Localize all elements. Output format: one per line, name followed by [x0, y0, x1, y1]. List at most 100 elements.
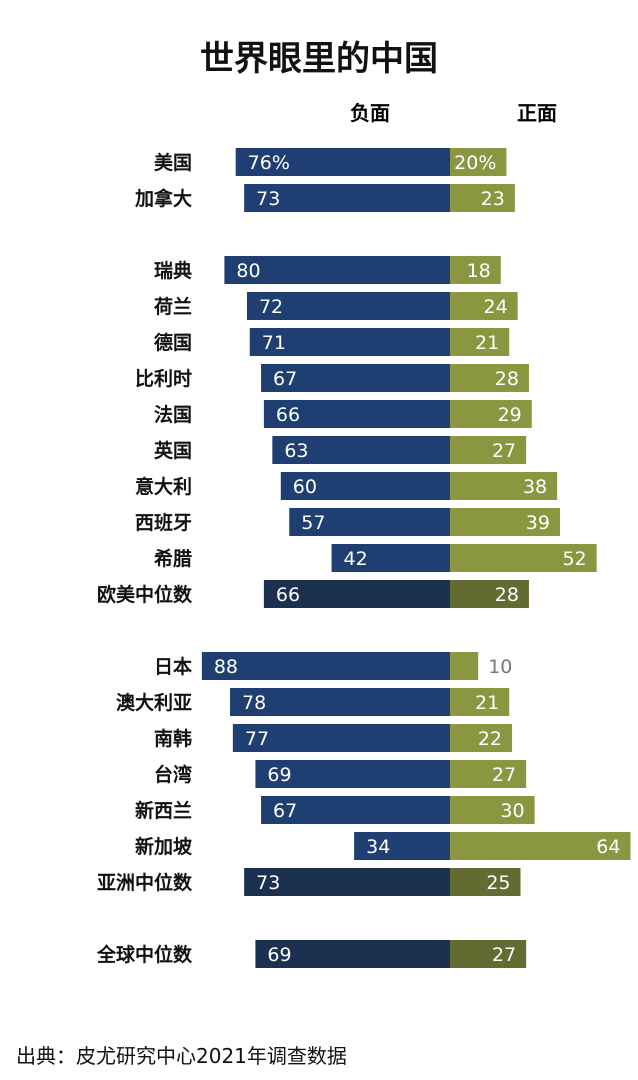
bar-negative: [224, 256, 450, 284]
bar-positive: [450, 508, 560, 536]
value-label-negative: 71: [262, 332, 286, 354]
value-label-negative: 88: [214, 656, 238, 678]
value-label-negative: 67: [273, 368, 297, 390]
table-row: 台湾 69 27: [154, 760, 527, 788]
country-label: 新加坡: [135, 835, 193, 858]
table-row: 西班牙 57 39: [135, 508, 560, 536]
value-label-positive: 18: [467, 260, 491, 282]
bar-positive: [450, 580, 529, 608]
bar-positive: [450, 256, 501, 284]
header-positive: 正面: [517, 101, 557, 125]
bar-positive: [450, 940, 527, 968]
value-label-positive: 10: [488, 656, 512, 678]
value-label-negative: 57: [301, 512, 325, 534]
bar-positive: [450, 760, 527, 788]
value-label-positive: 21: [475, 692, 499, 714]
value-label-negative: 63: [284, 440, 308, 462]
bar-negative: [272, 436, 450, 464]
bar-negative: [289, 508, 450, 536]
bar-positive: [450, 868, 521, 896]
value-label-positive: 30: [500, 800, 524, 822]
value-label-negative: 66: [276, 404, 300, 426]
value-label-positive: 27: [492, 944, 516, 966]
country-label: 新西兰: [135, 799, 192, 822]
bar-negative: [261, 364, 450, 392]
bar-positive: [450, 148, 507, 176]
bar-negative: [244, 184, 450, 212]
table-row: 法国 66 29: [154, 400, 532, 428]
bar-negative: [263, 400, 450, 428]
country-label: 意大利: [135, 475, 192, 498]
bar-negative: [263, 580, 450, 608]
country-label: 瑞典: [154, 259, 192, 282]
value-label-positive: 21: [475, 332, 499, 354]
country-label: 荷兰: [154, 295, 192, 318]
value-label-negative: 60: [293, 476, 317, 498]
bar-negative: [255, 760, 450, 788]
bar-negative: [354, 832, 450, 860]
bar-positive: [450, 472, 558, 500]
country-label: 英国: [154, 439, 192, 462]
value-label-negative: 69: [267, 764, 291, 786]
value-label-negative: 73: [256, 872, 280, 894]
table-row: 美国 76% 20%: [154, 148, 507, 176]
country-label: 澳大利亚: [116, 691, 192, 714]
bar-negative: [232, 724, 450, 752]
bar-positive: [450, 544, 597, 572]
bar-positive: [450, 688, 510, 716]
value-label-positive: 27: [492, 764, 516, 786]
country-label: 台湾: [154, 763, 192, 786]
bar-positive: [450, 652, 479, 680]
bar-negative: [280, 472, 450, 500]
bar-negative: [201, 652, 450, 680]
bar-positive: [450, 832, 631, 860]
table-row: 荷兰 72 24: [154, 292, 518, 320]
country-label: 亚洲中位数: [97, 871, 193, 894]
value-label-negative: 69: [267, 944, 291, 966]
bar-negative: [255, 940, 450, 968]
table-row: 德国 71 21: [154, 328, 510, 356]
country-label: 比利时: [135, 368, 192, 390]
bar-positive: [450, 724, 513, 752]
bar-positive: [450, 292, 518, 320]
source-note: 出典：皮尤研究中心2021年调查数据: [16, 1044, 347, 1068]
table-row: 澳大利亚 78 21: [116, 688, 510, 716]
country-label: 日本: [154, 655, 192, 678]
bar-negative: [246, 292, 450, 320]
country-label: 德国: [154, 331, 192, 354]
country-label: 法国: [154, 403, 192, 426]
value-label-negative: 78: [242, 692, 266, 714]
table-row: 欧美中位数 66 28: [97, 580, 529, 608]
value-label-negative: 67: [273, 800, 297, 822]
value-label-negative: 42: [344, 548, 368, 570]
bar-negative: [261, 796, 450, 824]
country-label: 全球中位数: [96, 943, 193, 966]
value-label-negative: 77: [245, 728, 269, 750]
bar-negative: [244, 868, 450, 896]
value-label-negative: 76%: [248, 152, 290, 174]
country-label: 希腊: [154, 547, 192, 570]
value-label-negative: 73: [256, 188, 280, 210]
bar-positive: [450, 328, 510, 356]
bar-positive: [450, 796, 535, 824]
bar-positive: [450, 364, 529, 392]
table-row: 希腊 42 52: [154, 544, 597, 572]
value-label-positive: 29: [498, 404, 522, 426]
country-label: 欧美中位数: [97, 583, 193, 606]
table-row: 亚洲中位数 73 25: [97, 868, 521, 896]
value-label-positive: 25: [486, 872, 510, 894]
bar-positive: [450, 400, 532, 428]
bar-negative: [235, 148, 450, 176]
value-label-positive: 28: [495, 368, 519, 390]
bar-negative: [230, 688, 450, 716]
country-label: 加拿大: [134, 187, 192, 210]
table-row: 英国 63 27: [154, 436, 527, 464]
value-label-negative: 34: [366, 836, 390, 858]
value-label-negative: 66: [276, 584, 300, 606]
value-label-positive: 23: [481, 188, 505, 210]
table-row: 新西兰 67 30: [135, 796, 535, 824]
value-label-positive: 38: [523, 476, 547, 498]
country-label: 西班牙: [135, 511, 192, 534]
value-label-positive: 39: [526, 512, 550, 534]
